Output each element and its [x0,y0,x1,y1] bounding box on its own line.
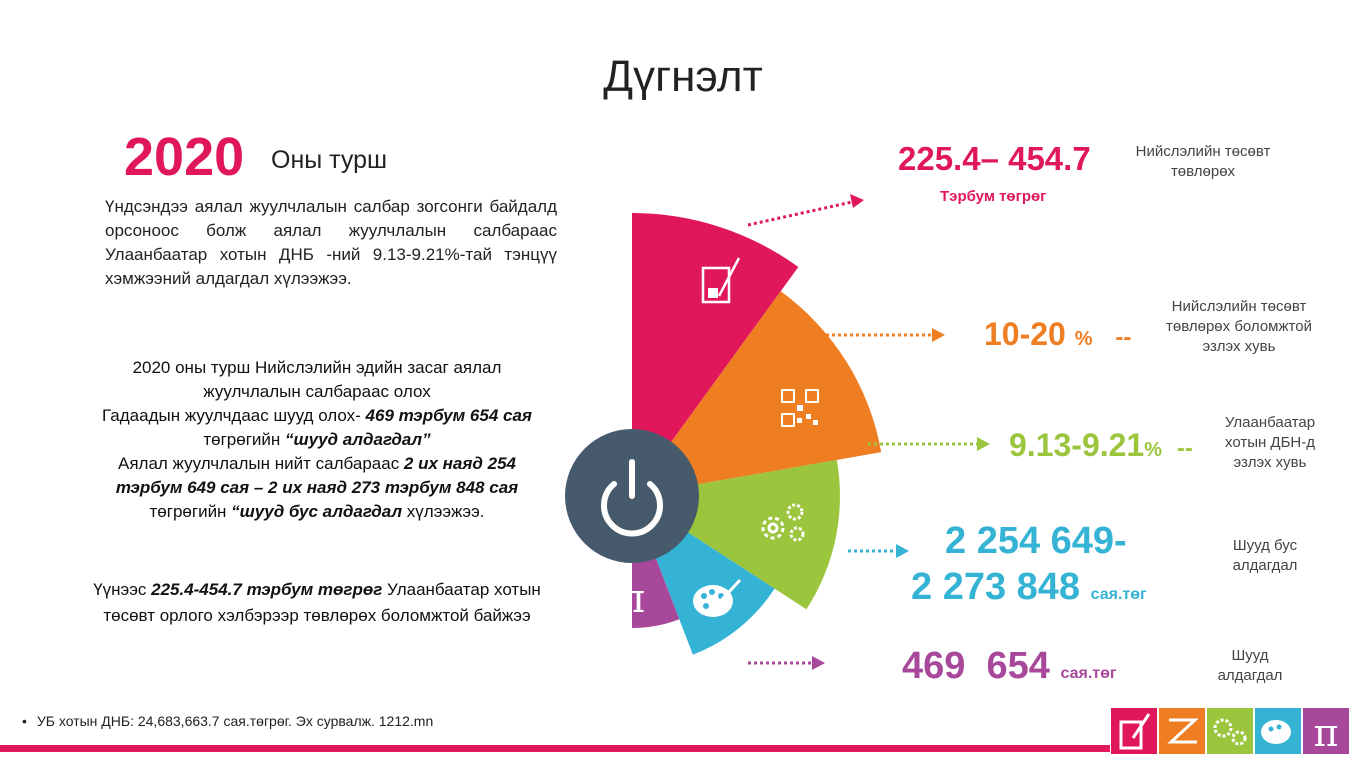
arrow-5 [748,656,825,670]
direct-loss-mid: төгрөгийн [203,430,285,449]
value-3: 9.13-9.21% -- [1009,427,1193,464]
qr-code-icon [781,389,819,427]
loss-paragraph: 2020 оны турш Нийслэлийн эдийн засаг аял… [92,356,542,524]
year-label: Оны турш [271,146,388,174]
wedge-2 [632,291,882,496]
direct-loss-amount: 469 тэрбум 654 сая [365,406,532,425]
logo-pi-tile [1303,708,1349,754]
logo-strip: π [1111,708,1349,754]
bullet: • [22,713,27,729]
palette-icon [693,578,742,617]
summary-paragraph: Үндсэндээ аялал жуулчлалын салбар зогсон… [105,197,557,288]
page-title: Дүгнэлт [603,52,763,101]
arrow-4 [848,544,909,558]
footnote-text: УБ хотын ДНБ: 24,683,663.7 сая.төгрөг. Э… [36,713,434,729]
year-heading: 2020 [124,127,245,187]
direct-loss-term: “шууд алдагдал” [285,430,431,449]
bottom-bar [0,745,1110,752]
value-3-unit: % [1144,439,1163,461]
beaker-icon [701,257,741,304]
value-2-dash: -- [1115,324,1132,351]
footnote: • УБ хотын ДНБ: 24,683,663.7 сая.төгрөг. … [22,713,433,729]
budget-prefix: Үүнээс [93,580,152,599]
value-4-number: 2 273 848 [911,566,1081,608]
budget-paragraph: Үүнээс 225.4-454.7 тэрбум төгрөг Улаанба… [92,577,542,629]
value-1: 225.4– 454.7 [898,140,1091,177]
pi-icon: π [619,576,645,622]
logo-gears-tile [1207,708,1253,754]
desc-4: Шууд бус алдагдал [1232,537,1298,574]
desc-2: Нийслэлийн төсөвт төвлөрөх боломжтой эзл… [1166,298,1312,355]
unit-1: Тэрбум төгрөг [940,188,1047,205]
desc-3: Улаанбаатар хотын ДБН-д эзлэх хувь [1224,414,1316,471]
desc-1: Нийслэлийн төсөвт төвлөрөх [1135,143,1271,180]
power-icon [601,459,663,537]
desc-5: Шууд алдагдал [1217,647,1283,684]
arrow-2 [826,328,945,342]
gears-icon [761,503,805,542]
value-5-number: 469 654 [902,645,1050,687]
value-2-number: 10-20 [984,316,1066,352]
arrow-1 [747,194,864,227]
value-4-unit: сая.төг [1090,586,1147,603]
value-5: 469 654 сая.төг [902,645,1117,688]
budget-suffix: Улаанбаатар хотын төсөвт орлого хэлбэрээ… [103,580,541,625]
loss-intro: 2020 оны турш Нийслэлийн эдийн засаг аял… [132,358,502,401]
value-3-number: 9.13-9.21 [1009,427,1145,463]
value-4-line1: 2 254 649- [945,520,1127,562]
indirect-loss-end: хүлээжээ. [402,502,485,521]
svg-text:π: π [1314,711,1339,754]
indirect-loss-prefix: Аялал жуулчлалын нийт салбараас [117,454,404,473]
arrow-3 [868,437,990,451]
value-2: 10-20 % -- [984,316,1131,353]
value-5-unit: сая.төг [1060,665,1117,682]
indirect-loss-amount: 2 их наяд 254 тэрбум 649 сая – 2 их наяд… [115,454,519,497]
direct-loss-prefix: Гадаадын жуулчдаас шууд олох- [102,406,366,425]
indirect-loss-term: “шууд бус алдагдал [231,502,403,521]
value-2-unit: % [1074,328,1093,350]
svg-text:π: π [619,576,645,622]
budget-amount: 225.4-454.7 тэрбум төгрөг [151,580,383,599]
wedge-1 [632,213,799,496]
value-3-dash: -- [1176,435,1193,462]
indirect-loss-mid: төгрөгийн [149,502,232,521]
value-4-line2: 2 273 848 сая.төг [911,566,1147,609]
